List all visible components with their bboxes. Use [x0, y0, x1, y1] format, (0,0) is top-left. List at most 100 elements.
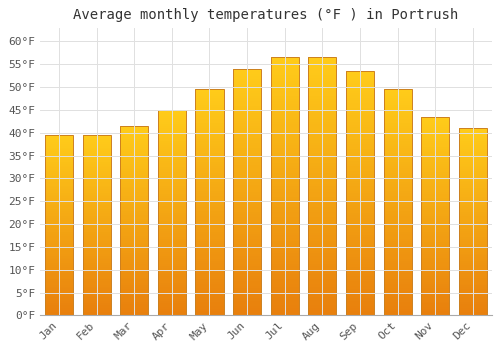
Bar: [120, 268, 148, 270]
Bar: [233, 128, 261, 131]
Bar: [421, 142, 450, 145]
Bar: [120, 306, 148, 308]
Bar: [346, 193, 374, 196]
Bar: [158, 299, 186, 301]
Bar: [458, 235, 487, 237]
Bar: [233, 249, 261, 251]
Bar: [308, 99, 336, 101]
Bar: [82, 285, 110, 287]
Bar: [270, 57, 299, 315]
Bar: [421, 190, 450, 192]
Bar: [308, 181, 336, 184]
Bar: [233, 273, 261, 276]
Bar: [458, 314, 487, 315]
Bar: [384, 177, 411, 180]
Bar: [120, 259, 148, 260]
Bar: [120, 150, 148, 152]
Bar: [120, 160, 148, 162]
Bar: [270, 142, 299, 145]
Bar: [233, 288, 261, 291]
Bar: [196, 298, 224, 300]
Bar: [384, 117, 411, 119]
Bar: [458, 177, 487, 179]
Bar: [45, 186, 73, 187]
Bar: [120, 211, 148, 213]
Bar: [233, 165, 261, 167]
Bar: [45, 220, 73, 222]
Bar: [158, 202, 186, 204]
Bar: [308, 101, 336, 104]
Bar: [421, 254, 450, 256]
Bar: [45, 180, 73, 182]
Bar: [158, 159, 186, 161]
Bar: [158, 194, 186, 196]
Bar: [196, 162, 224, 164]
Bar: [421, 166, 450, 168]
Bar: [384, 202, 411, 205]
Bar: [196, 211, 224, 214]
Bar: [196, 155, 224, 157]
Bar: [196, 103, 224, 105]
Bar: [158, 307, 186, 309]
Bar: [384, 227, 411, 230]
Bar: [120, 230, 148, 232]
Bar: [158, 268, 186, 270]
Bar: [233, 298, 261, 301]
Bar: [45, 252, 73, 254]
Bar: [120, 264, 148, 266]
Bar: [308, 150, 336, 153]
Bar: [196, 98, 224, 101]
Bar: [384, 92, 411, 94]
Bar: [233, 69, 261, 315]
Bar: [270, 127, 299, 130]
Bar: [384, 166, 411, 168]
Bar: [196, 302, 224, 304]
Bar: [196, 286, 224, 288]
Bar: [120, 128, 148, 130]
Bar: [346, 152, 374, 154]
Bar: [196, 148, 224, 150]
Bar: [158, 151, 186, 153]
Bar: [346, 262, 374, 264]
Bar: [45, 310, 73, 312]
Bar: [45, 281, 73, 283]
Bar: [82, 153, 110, 155]
Bar: [458, 310, 487, 312]
Bar: [421, 154, 450, 156]
Bar: [82, 178, 110, 180]
Bar: [82, 151, 110, 153]
Bar: [308, 83, 336, 86]
Bar: [196, 144, 224, 146]
Bar: [308, 171, 336, 174]
Bar: [421, 117, 450, 119]
Bar: [233, 162, 261, 165]
Bar: [270, 163, 299, 166]
Bar: [120, 145, 148, 147]
Bar: [233, 150, 261, 153]
Bar: [158, 247, 186, 250]
Bar: [308, 112, 336, 114]
Bar: [421, 252, 450, 254]
Bar: [82, 258, 110, 259]
Bar: [233, 84, 261, 86]
Bar: [270, 101, 299, 104]
Bar: [233, 177, 261, 180]
Bar: [270, 204, 299, 207]
Bar: [346, 272, 374, 274]
Bar: [158, 118, 186, 120]
Bar: [158, 309, 186, 311]
Bar: [421, 186, 450, 188]
Bar: [421, 214, 450, 216]
Bar: [270, 96, 299, 99]
Bar: [45, 299, 73, 301]
Bar: [45, 287, 73, 288]
Bar: [270, 266, 299, 269]
Bar: [270, 310, 299, 313]
Bar: [308, 292, 336, 295]
Bar: [233, 278, 261, 281]
Bar: [196, 239, 224, 241]
Bar: [45, 140, 73, 142]
Bar: [158, 120, 186, 122]
Bar: [384, 137, 411, 139]
Bar: [82, 252, 110, 254]
